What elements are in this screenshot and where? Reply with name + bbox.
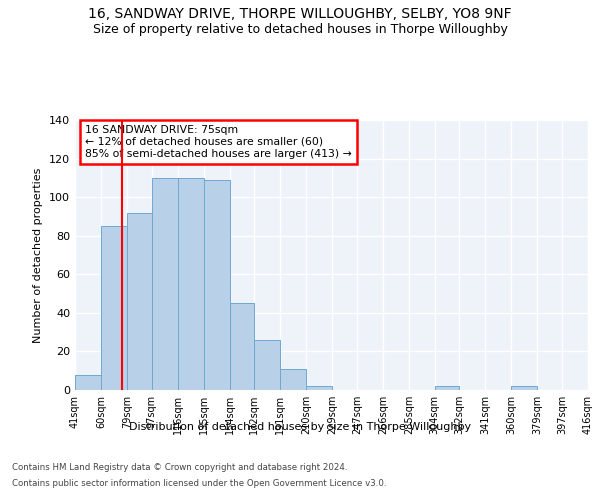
Text: 16, SANDWAY DRIVE, THORPE WILLOUGHBY, SELBY, YO8 9NF: 16, SANDWAY DRIVE, THORPE WILLOUGHBY, SE… bbox=[88, 8, 512, 22]
Bar bbox=[230, 303, 254, 390]
Bar bbox=[75, 374, 101, 390]
Bar bbox=[435, 386, 460, 390]
Text: 16 SANDWAY DRIVE: 75sqm
← 12% of detached houses are smaller (60)
85% of semi-de: 16 SANDWAY DRIVE: 75sqm ← 12% of detache… bbox=[85, 126, 352, 158]
Bar bbox=[280, 369, 306, 390]
Bar bbox=[101, 226, 127, 390]
Text: Size of property relative to detached houses in Thorpe Willoughby: Size of property relative to detached ho… bbox=[92, 22, 508, 36]
Bar bbox=[306, 386, 332, 390]
Bar bbox=[178, 178, 203, 390]
Bar bbox=[203, 180, 230, 390]
Bar bbox=[127, 212, 152, 390]
Bar bbox=[254, 340, 280, 390]
Text: Distribution of detached houses by size in Thorpe Willoughby: Distribution of detached houses by size … bbox=[129, 422, 471, 432]
Y-axis label: Number of detached properties: Number of detached properties bbox=[34, 168, 43, 342]
Text: Contains public sector information licensed under the Open Government Licence v3: Contains public sector information licen… bbox=[12, 478, 386, 488]
Bar bbox=[152, 178, 178, 390]
Text: Contains HM Land Registry data © Crown copyright and database right 2024.: Contains HM Land Registry data © Crown c… bbox=[12, 464, 347, 472]
Bar bbox=[511, 386, 538, 390]
